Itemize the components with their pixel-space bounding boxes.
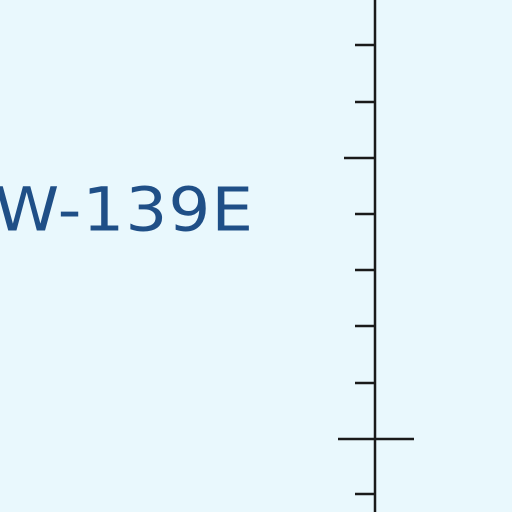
scale-ticks <box>344 43 376 496</box>
airway-designator-label: W-139E <box>0 174 255 246</box>
